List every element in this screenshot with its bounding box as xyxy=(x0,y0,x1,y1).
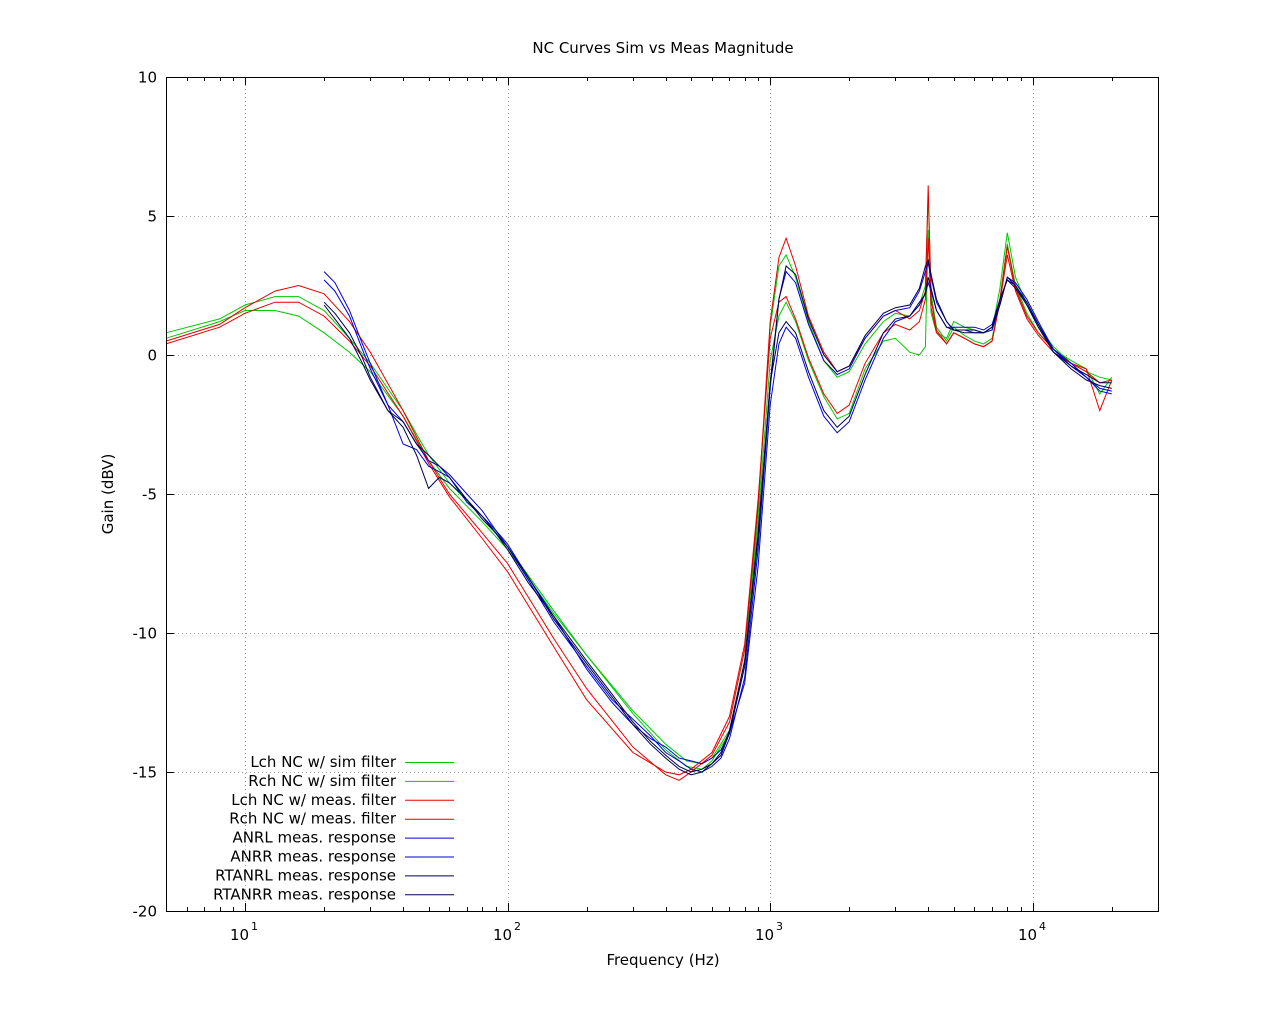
grid xyxy=(166,77,1158,911)
x-tick-label: 10 xyxy=(493,926,512,944)
y-tick-label: 5 xyxy=(147,208,157,226)
series-line-6 xyxy=(323,261,1112,773)
series-line-4 xyxy=(165,238,1112,776)
y-axis-label: Gain (dBV) xyxy=(99,454,117,535)
x-tick-label: 10 xyxy=(755,926,774,944)
y-axis: 10 5 0 -5 -10 -15 -20 xyxy=(133,69,1158,921)
x-tick-label: 10 xyxy=(1018,926,1037,944)
x-axis-label: Frequency (Hz) xyxy=(606,951,719,969)
x-axis: 10 1 10 2 10 3 10 4 xyxy=(166,77,1159,944)
legend-label: Lch NC w/ meas. filter xyxy=(231,791,397,809)
legend-label: Rch NC w/ meas. filter xyxy=(229,810,397,828)
y-tick-label: -5 xyxy=(142,486,157,504)
legend-label: RTANRR meas. response xyxy=(213,885,396,903)
legend-label: Lch NC w/ sim filter xyxy=(250,753,397,771)
chart-title: NC Curves Sim vs Meas Magnitude xyxy=(532,39,793,57)
legend-label: Rch NC w/ sim filter xyxy=(248,772,397,790)
y-tick-label: -15 xyxy=(133,764,158,782)
y-tick-label: -20 xyxy=(133,903,158,921)
series-line-5 xyxy=(323,271,1112,765)
series-line-2 xyxy=(165,193,1113,770)
x-tick-exponent: 4 xyxy=(1039,920,1046,933)
x-tick-exponent: 2 xyxy=(514,920,521,933)
series-line-1 xyxy=(165,229,1112,765)
series-line-7 xyxy=(323,277,1112,773)
legend-label: ANRL meas. response xyxy=(232,829,396,847)
series-line-3 xyxy=(165,185,1113,781)
legend-label: ANRR meas. response xyxy=(230,848,396,866)
x-tick-exponent: 3 xyxy=(776,920,783,933)
y-tick-label: -10 xyxy=(133,625,158,643)
legend-label: RTANRL meas. response xyxy=(215,866,396,884)
series-layer xyxy=(165,185,1113,781)
x-tick-label: 10 xyxy=(230,926,249,944)
y-tick-label: 0 xyxy=(147,347,157,365)
series-line-8 xyxy=(323,259,1112,776)
x-tick-exponent: 1 xyxy=(251,920,258,933)
y-tick-label: 10 xyxy=(138,69,157,87)
